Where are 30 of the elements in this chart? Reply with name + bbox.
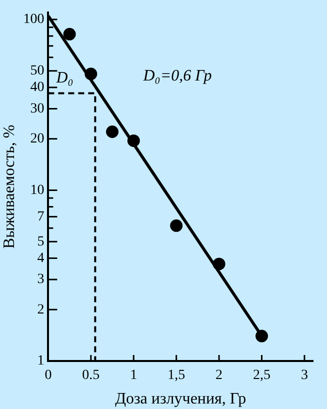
point xyxy=(170,219,183,232)
annotation: D₀=0,6 Гр xyxy=(142,67,212,84)
x-tick-label: 1,5 xyxy=(168,368,186,384)
x-tick-label: 2,5 xyxy=(253,368,270,384)
point xyxy=(256,330,268,342)
y-tick-label: 7 xyxy=(37,209,44,224)
y-tick-label: 100 xyxy=(23,12,44,28)
annotation: D₀ xyxy=(55,69,74,86)
y-tick-label: 2 xyxy=(37,302,44,318)
x-tick-label: 2 xyxy=(216,368,223,384)
point xyxy=(106,126,119,138)
y-tick-label: 10 xyxy=(30,182,44,198)
x-tick-label: 0.5 xyxy=(82,368,100,384)
x-axis-title: Доза излучения, Гр xyxy=(115,390,246,408)
x-tick-label: 0 xyxy=(44,368,52,384)
x-tick-label: 3 xyxy=(300,368,308,384)
y-tick-label: 1 xyxy=(37,354,44,369)
y-tick-label: 30 xyxy=(30,101,44,116)
y-axis-title: Выживаемость, % xyxy=(0,124,18,249)
point xyxy=(212,258,226,270)
point xyxy=(63,28,76,40)
x-tick-label: 1 xyxy=(130,368,138,384)
point xyxy=(84,68,98,80)
y-tick-label: 20 xyxy=(30,132,44,146)
y-tick-label: 40 xyxy=(30,80,44,96)
y-tick-label: 50 xyxy=(30,64,44,79)
point xyxy=(127,134,140,147)
y-tick-label: 3 xyxy=(37,272,44,288)
y-tick-label: 4 xyxy=(37,250,44,266)
y-tick-label: 5 xyxy=(37,234,44,250)
